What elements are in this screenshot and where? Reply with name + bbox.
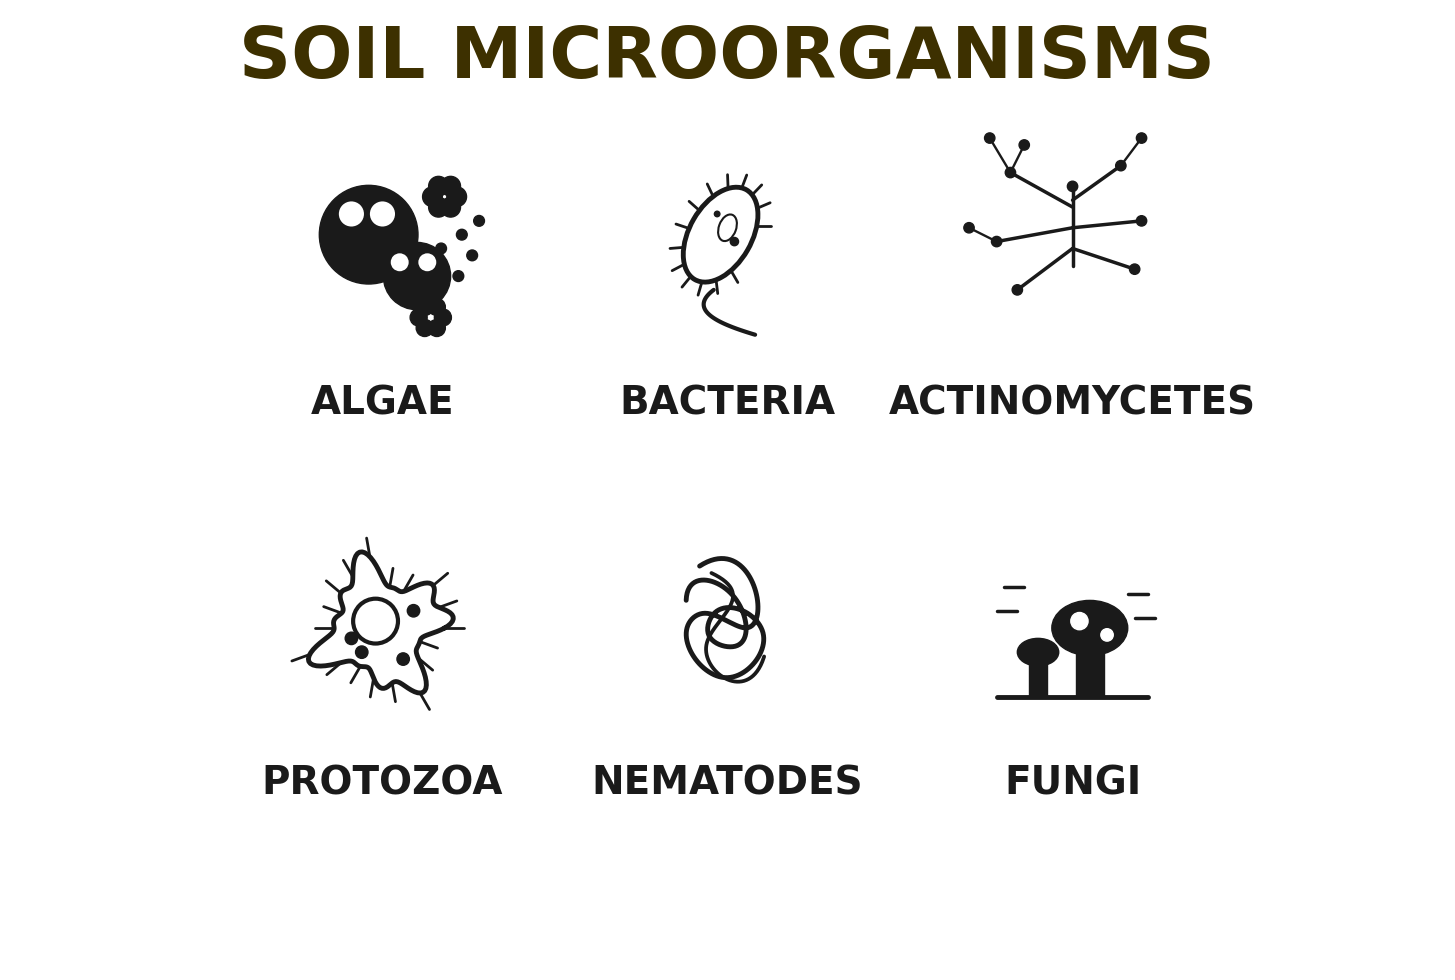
Text: PROTOZOA: PROTOZOA — [262, 764, 503, 803]
Circle shape — [416, 319, 434, 336]
Circle shape — [1068, 181, 1078, 191]
Text: FUNGI: FUNGI — [1004, 764, 1141, 803]
Circle shape — [453, 270, 464, 281]
Circle shape — [339, 202, 364, 226]
Circle shape — [991, 236, 1002, 247]
Text: NEMATODES: NEMATODES — [592, 764, 863, 803]
Circle shape — [397, 653, 409, 665]
Circle shape — [345, 632, 358, 645]
Circle shape — [1013, 285, 1023, 295]
Circle shape — [474, 216, 485, 226]
Circle shape — [435, 309, 451, 326]
Circle shape — [422, 187, 442, 207]
Circle shape — [1136, 216, 1147, 226]
Polygon shape — [308, 552, 454, 693]
Ellipse shape — [719, 215, 736, 241]
Circle shape — [429, 197, 448, 218]
Ellipse shape — [1017, 638, 1059, 666]
Text: ALGAE: ALGAE — [311, 385, 454, 422]
Circle shape — [391, 253, 409, 271]
Circle shape — [1071, 612, 1088, 630]
Circle shape — [457, 229, 467, 240]
Circle shape — [730, 237, 739, 246]
Circle shape — [1018, 140, 1029, 150]
Circle shape — [1136, 133, 1147, 143]
Circle shape — [429, 176, 448, 196]
Circle shape — [370, 202, 394, 226]
Text: BACTERIA: BACTERIA — [620, 385, 835, 422]
Circle shape — [416, 299, 434, 316]
Ellipse shape — [1052, 601, 1128, 656]
Circle shape — [441, 197, 460, 218]
Circle shape — [428, 319, 445, 336]
Ellipse shape — [684, 187, 758, 282]
Circle shape — [354, 599, 399, 644]
Circle shape — [428, 299, 445, 316]
Circle shape — [419, 253, 436, 271]
Text: SOIL MICROORGANISMS: SOIL MICROORGANISMS — [240, 24, 1215, 93]
Circle shape — [1129, 264, 1139, 274]
Circle shape — [435, 243, 447, 254]
Circle shape — [355, 646, 368, 659]
Circle shape — [1101, 629, 1113, 641]
Circle shape — [985, 133, 995, 143]
Circle shape — [714, 212, 720, 217]
Circle shape — [407, 605, 419, 617]
Circle shape — [1116, 161, 1126, 171]
Circle shape — [410, 309, 428, 326]
Circle shape — [963, 222, 975, 233]
Circle shape — [447, 187, 467, 207]
Text: ACTINOMYCETES: ACTINOMYCETES — [889, 385, 1256, 422]
Circle shape — [1005, 168, 1016, 177]
Circle shape — [467, 250, 477, 261]
Circle shape — [319, 185, 418, 284]
Circle shape — [383, 242, 451, 310]
Circle shape — [441, 176, 460, 196]
